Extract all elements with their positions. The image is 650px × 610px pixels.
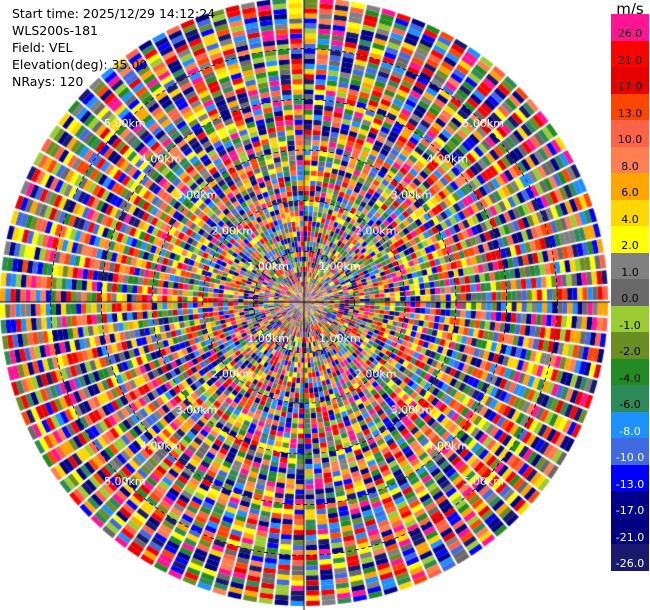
colorbar-cell <box>611 358 649 386</box>
colorbar-label: 26.0 <box>617 27 643 40</box>
colorbar-label: 1.0 <box>621 265 639 279</box>
field-text: Field: VEL <box>12 40 73 55</box>
range-ring-label: 3.00km <box>391 403 433 416</box>
range-ring-label: 4.00km <box>140 439 182 452</box>
range-ring-label: 4.00km <box>427 153 469 166</box>
colorbar-label: -4.0 <box>619 371 641 385</box>
colorbar-label: -30.0 <box>615 583 645 597</box>
colorbar-label: -17.0 <box>615 504 645 517</box>
range-ring-label: 2.00km <box>355 368 397 381</box>
colorbar-cell <box>611 226 649 253</box>
range-ring-label: 2.00km <box>212 224 254 237</box>
elevation-text: Elevation(deg): 35.00 <box>12 57 148 72</box>
range-rings-overlay: 1.00km 1.00km 1.00km 1.00km 2.00km 2.00km 2.00… <box>50 48 558 556</box>
colorbar-label: -26.0 <box>615 557 645 570</box>
range-ring-label: 4.00km <box>427 439 469 452</box>
colorbar-cell <box>611 385 649 412</box>
colorbar-cell <box>611 305 649 333</box>
colorbar-cell <box>611 252 649 280</box>
range-ring <box>100 98 508 506</box>
range-ring-label: 2.00km <box>355 224 397 237</box>
colorbar-label: 13.0 <box>617 106 643 120</box>
range-ring-label: 2.00km <box>212 368 254 381</box>
range-ring-label: 5.00km <box>462 475 504 488</box>
range-ring-label: 1.00km <box>247 260 289 273</box>
range-ring-label: 1.00km <box>247 332 289 345</box>
start-time-text: Start time: 2025/12/29 14:12:24 <box>12 6 216 21</box>
range-ring-label: 3.00km <box>391 189 433 202</box>
range-ring <box>252 250 356 354</box>
colorbar-cell <box>611 491 649 518</box>
colorbar-cell <box>611 411 649 439</box>
range-ring <box>202 200 406 404</box>
colorbar-cell <box>611 14 649 41</box>
colorbar-label: 2.0 <box>621 239 639 252</box>
colorbar-label: 6.0 <box>621 186 639 199</box>
colorbar-label: -8.0 <box>619 424 641 438</box>
colorbar-label: -13.0 <box>615 477 645 491</box>
colorbar-cell <box>611 279 649 306</box>
colorbar-label: 21.0 <box>617 53 643 67</box>
colorbar-cell <box>611 544 649 571</box>
range-ring <box>151 149 457 455</box>
colorbar-cell <box>611 120 649 147</box>
colorbar-label: -21.0 <box>615 530 645 544</box>
range-ring-label: 5.00km <box>104 475 146 488</box>
colorbar-cell <box>611 67 649 94</box>
range-ring-label: 3.00km <box>176 189 218 202</box>
range-ring-label: 4.00km <box>140 153 182 166</box>
colorbar-cell <box>611 173 649 200</box>
colorbar-label: -2.0 <box>619 345 641 358</box>
range-ring-label: 1.00km <box>319 332 361 345</box>
colorbar-cell <box>611 517 649 545</box>
colorbar-cell <box>611 199 649 227</box>
colorbar-cell <box>611 464 649 492</box>
colorbar-label: -10.0 <box>615 451 645 464</box>
range-ring-label: 5.00km <box>462 117 504 130</box>
colorbar-label: 4.0 <box>621 212 639 226</box>
colorbar-cell <box>611 40 649 68</box>
colorbar-cell <box>611 146 649 174</box>
instrument-text: WLS200s-181 <box>12 23 98 38</box>
range-ring-label: 5.00km <box>104 117 146 130</box>
colorbar-label: 10.0 <box>617 133 643 146</box>
colorbar-label: 0.0 <box>621 292 639 305</box>
colorbar-label: -1.0 <box>619 318 641 332</box>
colorbar-label: 8.0 <box>621 159 639 173</box>
range-ring-label: 1.00km <box>319 260 361 273</box>
colorbar-cell <box>611 93 649 121</box>
nrays-text: NRays: 120 <box>12 74 84 89</box>
colorbar-label: -6.0 <box>619 398 641 411</box>
colorbar-cell <box>611 332 649 359</box>
colorbar-label: 17.0 <box>617 80 643 93</box>
range-ring <box>50 48 558 556</box>
ppi-plot: 1.00km 1.00km 1.00km 1.00km 2.00km 2.00km 2.00… <box>0 0 610 610</box>
colorbar-unit: m/s <box>616 0 644 18</box>
range-ring-label: 3.00km <box>176 403 218 416</box>
colorbar-cell <box>611 438 649 465</box>
